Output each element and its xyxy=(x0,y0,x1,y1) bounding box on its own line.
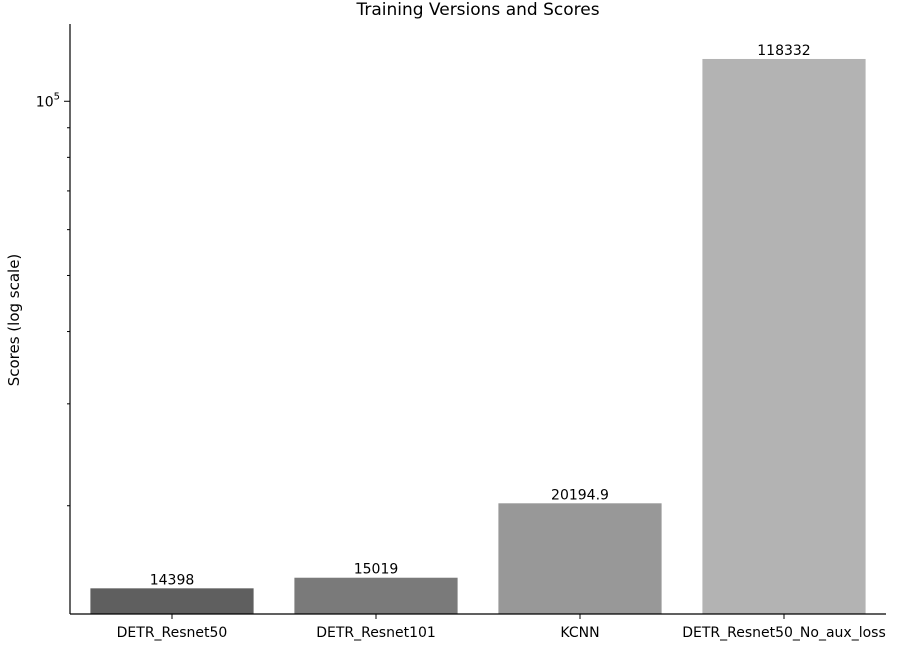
bar-2 xyxy=(498,503,662,614)
bars-group xyxy=(90,58,866,615)
bar-1 xyxy=(294,577,458,614)
bar-value-label-1: 15019 xyxy=(354,562,399,578)
y-tick-label-0: 105 xyxy=(36,91,60,110)
bar-0 xyxy=(90,588,254,614)
x-tick-label-3: DETR_Resnet50_No_aux_loss xyxy=(682,625,886,641)
y-axis-label: Scores (log scale) xyxy=(5,254,23,387)
bar-value-label-3: 118332 xyxy=(757,43,810,59)
bar-value-label-0: 14398 xyxy=(150,572,195,588)
bar-3 xyxy=(702,58,866,615)
x-tick-label-1: DETR_Resnet101 xyxy=(316,625,436,641)
chart-title: Training Versions and Scores xyxy=(355,0,599,20)
y-axis-ticks: 105 xyxy=(36,91,70,507)
bar-value-label-2: 20194.9 xyxy=(551,487,609,503)
x-tick-label-0: DETR_Resnet50 xyxy=(117,625,228,641)
x-axis-ticks: DETR_Resnet50 DETR_Resnet101 KCNN DETR_Resn… xyxy=(117,614,886,641)
x-tick-label-2: KCNN xyxy=(560,625,599,641)
bar-value-labels: 14398 15019 20194.9 118332 xyxy=(150,43,811,588)
